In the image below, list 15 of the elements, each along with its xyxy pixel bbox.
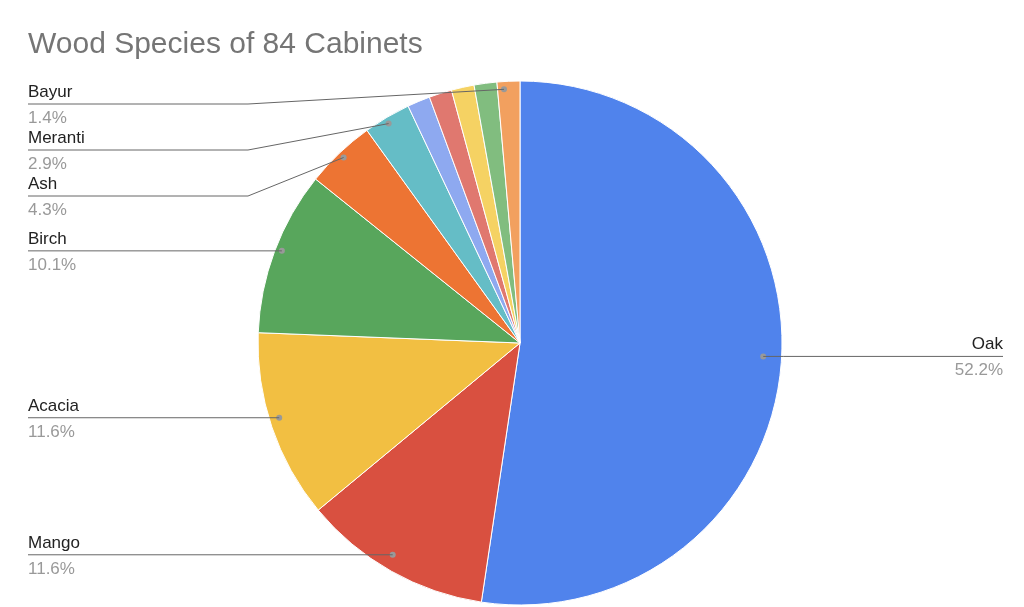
slice-label: Birch [28,228,67,248]
data-label: 1.4% [28,108,67,127]
data-label: 2.9% [28,154,67,173]
chart-title: Wood Species of 84 Cabinets [28,26,423,59]
data-label: 11.6% [28,558,75,578]
slice-label: Ash [28,174,58,193]
slice-label: Meranti [28,128,85,147]
data-label: 11.6% [28,421,75,441]
data-label: 10.1% [28,254,77,274]
data-label: 52.2% [954,360,1003,380]
slice-label: Acacia [28,395,80,415]
slice-label: Oak [971,334,1004,354]
data-label: 4.3% [28,200,67,219]
slice-label: Mango [28,532,80,552]
slice-label: Bayur [28,82,73,101]
